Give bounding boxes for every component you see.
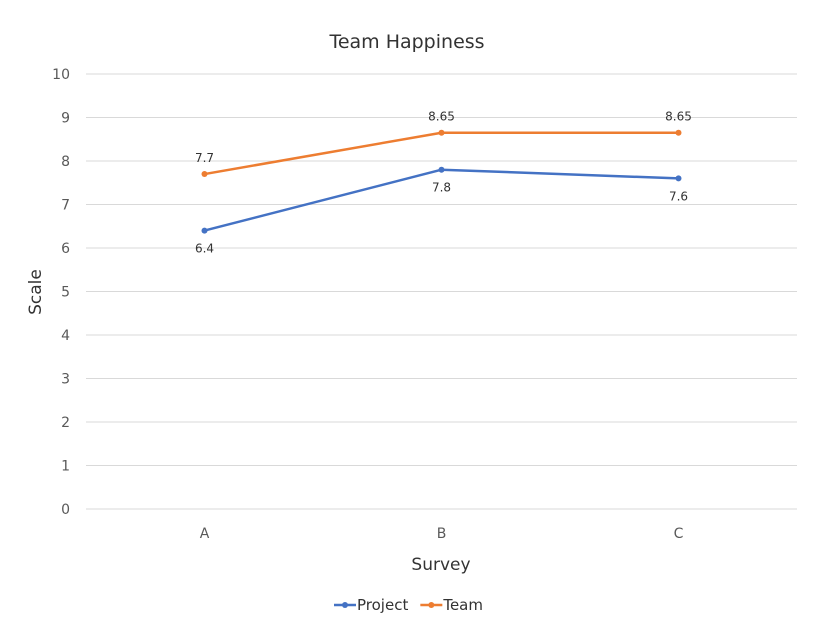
y-axis-ticks: 0 1 2 3 4 5 6 7 8 9 10 bbox=[52, 67, 70, 518]
y-tick-label: 8 bbox=[61, 154, 70, 170]
y-tick-label: 5 bbox=[61, 285, 70, 301]
data-point-team bbox=[438, 129, 445, 136]
y-tick-label: 4 bbox=[61, 328, 70, 344]
y-tick-label: 10 bbox=[52, 67, 70, 83]
y-axis-title: Scale bbox=[26, 269, 46, 315]
data-point-team bbox=[675, 129, 682, 136]
series-group: 6.4 7.8 7.6 7.7 8.65 8.65 bbox=[195, 110, 692, 256]
x-tick-label: B bbox=[437, 526, 447, 542]
legend-marker-project bbox=[342, 602, 348, 608]
y-tick-label: 0 bbox=[61, 502, 70, 518]
data-label-project: 6.4 bbox=[195, 242, 214, 256]
data-label-team: 8.65 bbox=[428, 110, 455, 124]
data-label-team: 7.7 bbox=[195, 151, 214, 165]
legend-item-team: Team bbox=[420, 596, 483, 614]
chart-title: Team Happiness bbox=[328, 31, 484, 53]
x-tick-label: C bbox=[674, 526, 684, 542]
legend-marker-team bbox=[428, 602, 435, 608]
legend-label-team: Team bbox=[442, 596, 483, 614]
data-point-project bbox=[675, 175, 682, 182]
data-point-project bbox=[438, 166, 445, 173]
legend: Project Team bbox=[334, 596, 483, 614]
data-label-team: 8.65 bbox=[665, 110, 692, 124]
y-tick-label: 3 bbox=[61, 372, 70, 388]
data-label-project: 7.6 bbox=[669, 189, 688, 203]
series-line-project bbox=[203, 168, 680, 232]
y-tick-label: 6 bbox=[61, 241, 70, 257]
data-point-project bbox=[201, 227, 208, 234]
series-project: 6.4 7.8 7.6 bbox=[195, 166, 688, 256]
legend-label-project: Project bbox=[357, 596, 408, 614]
x-axis-title: Survey bbox=[411, 555, 470, 575]
x-tick-label: A bbox=[200, 526, 210, 542]
y-tick-label: 1 bbox=[61, 459, 70, 475]
y-tick-label: 2 bbox=[61, 415, 70, 431]
data-label-project: 7.8 bbox=[432, 181, 451, 195]
legend-item-project: Project bbox=[334, 596, 408, 614]
gridlines bbox=[86, 73, 797, 510]
data-point-team bbox=[201, 171, 208, 178]
series-team: 7.7 8.65 8.65 bbox=[195, 110, 692, 178]
x-axis-ticks: A B C bbox=[200, 526, 684, 542]
y-tick-label: 9 bbox=[61, 111, 70, 127]
y-tick-label: 7 bbox=[61, 198, 70, 214]
